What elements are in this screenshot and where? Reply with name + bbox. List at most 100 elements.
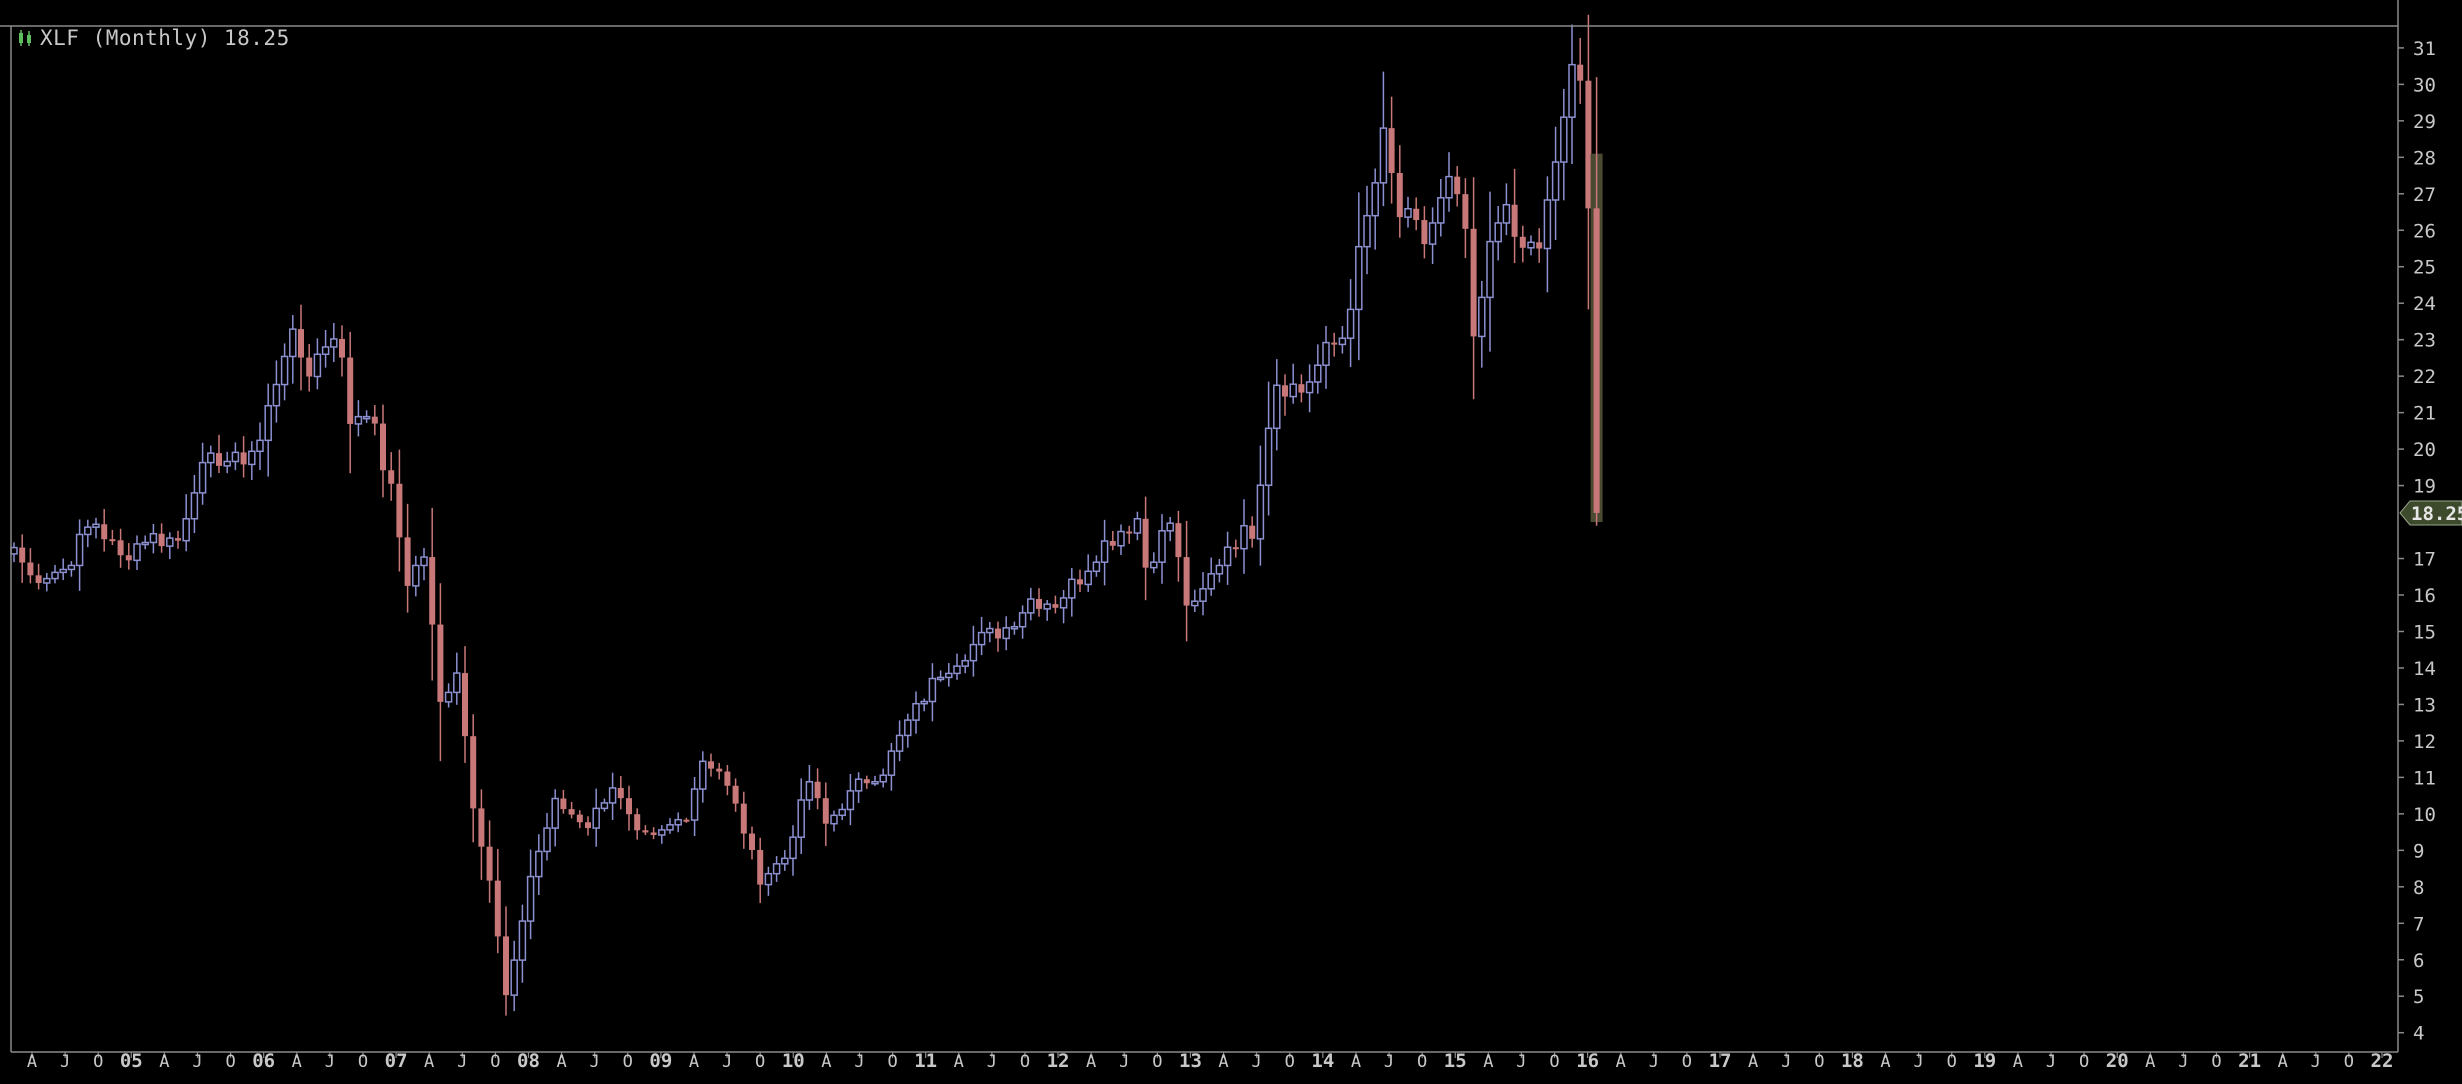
candle-body bbox=[1305, 381, 1314, 394]
candle-body bbox=[1036, 599, 1042, 609]
candle-body bbox=[871, 781, 879, 785]
candle bbox=[289, 315, 297, 384]
candle bbox=[216, 434, 222, 474]
candle-body bbox=[518, 920, 527, 961]
candle-body bbox=[420, 556, 428, 567]
x-tick-label: J bbox=[1119, 1052, 1129, 1072]
candle-body bbox=[674, 818, 682, 826]
candle bbox=[977, 616, 986, 656]
candle bbox=[887, 742, 896, 791]
candle bbox=[764, 866, 773, 896]
candle-body bbox=[1445, 175, 1453, 199]
candle bbox=[805, 764, 814, 810]
candle bbox=[986, 621, 994, 643]
candle bbox=[1511, 168, 1518, 264]
x-tick-label: 20 bbox=[2106, 1050, 2129, 1072]
candle bbox=[362, 410, 371, 424]
x-tick-label: 08 bbox=[517, 1050, 540, 1072]
candle-body bbox=[1511, 204, 1518, 237]
candle-body bbox=[51, 571, 59, 580]
candle-body bbox=[740, 803, 747, 834]
candle bbox=[822, 782, 829, 846]
candle bbox=[298, 304, 304, 391]
candle-body bbox=[347, 357, 354, 424]
x-tick-label: A bbox=[821, 1052, 831, 1072]
x-tick-label: 17 bbox=[1709, 1050, 1732, 1072]
candle-body bbox=[1371, 182, 1379, 217]
candle bbox=[1117, 524, 1125, 556]
candle-body bbox=[863, 779, 870, 784]
candle-body bbox=[503, 936, 509, 996]
y-tick-label: 4 bbox=[2413, 1023, 2424, 1045]
candle bbox=[256, 422, 264, 470]
candle-body bbox=[67, 564, 76, 571]
candle-body bbox=[592, 807, 600, 829]
candle bbox=[133, 535, 141, 571]
candle-body bbox=[1223, 546, 1232, 567]
candle-body bbox=[1331, 342, 1338, 345]
candle bbox=[453, 652, 461, 705]
candle-body bbox=[961, 659, 969, 667]
y-tick-label: 20 bbox=[2413, 439, 2436, 461]
candle-body bbox=[805, 781, 814, 801]
candle bbox=[1486, 191, 1494, 352]
candle bbox=[1551, 126, 1560, 240]
candle-body bbox=[272, 383, 281, 407]
candle-body bbox=[478, 808, 485, 847]
candle-body bbox=[732, 785, 739, 804]
candle-body bbox=[1175, 523, 1182, 558]
candle bbox=[1314, 344, 1322, 394]
candle-body bbox=[1519, 236, 1526, 248]
candle-body bbox=[1421, 220, 1428, 245]
candle-body bbox=[1068, 578, 1076, 599]
y-tick-label: 6 bbox=[2413, 950, 2424, 972]
candle bbox=[1388, 96, 1395, 204]
y-tick-label: 7 bbox=[2413, 913, 2424, 935]
candle-body bbox=[1249, 525, 1256, 539]
candle bbox=[666, 818, 674, 834]
x-tick-label: A bbox=[2145, 1052, 2155, 1072]
candle bbox=[420, 547, 428, 581]
candle-body bbox=[895, 734, 904, 752]
candle-body bbox=[59, 568, 67, 574]
candle bbox=[43, 572, 51, 592]
x-tick-label: O bbox=[1682, 1052, 1692, 1072]
candle bbox=[158, 523, 165, 553]
candle bbox=[101, 508, 108, 552]
candle-body bbox=[953, 665, 961, 675]
x-tick-label: 15 bbox=[1444, 1050, 1467, 1072]
candle-body bbox=[1010, 625, 1019, 630]
candle-body bbox=[412, 564, 420, 587]
x-tick-label: J bbox=[590, 1052, 600, 1072]
candle-body bbox=[1232, 547, 1239, 550]
candle bbox=[961, 654, 969, 674]
candle-body bbox=[1215, 564, 1224, 575]
candle-body bbox=[789, 836, 797, 860]
x-tick-label: O bbox=[358, 1052, 368, 1072]
candle-body bbox=[551, 797, 559, 829]
x-tick-label: A bbox=[1218, 1052, 1228, 1072]
candle-body bbox=[462, 673, 468, 737]
candle bbox=[272, 360, 281, 423]
candle-body bbox=[1289, 383, 1297, 398]
candle-body bbox=[724, 771, 731, 786]
candle-body bbox=[1109, 541, 1116, 546]
candle bbox=[969, 625, 978, 677]
candle-body bbox=[396, 483, 403, 538]
candle-body bbox=[84, 526, 92, 536]
candle bbox=[634, 808, 641, 840]
candle bbox=[1371, 168, 1379, 250]
x-tick-label: A bbox=[556, 1052, 566, 1072]
candle bbox=[568, 801, 575, 819]
candle-body bbox=[1379, 127, 1388, 184]
candle-body bbox=[887, 750, 896, 776]
candle-body bbox=[198, 461, 207, 494]
candle-body bbox=[716, 768, 723, 772]
candle-body bbox=[133, 543, 141, 562]
candle bbox=[1568, 24, 1576, 165]
chart-title-text: XLF (Monthly) 18.25 bbox=[40, 26, 290, 50]
candle bbox=[797, 778, 805, 855]
x-tick-label: O bbox=[1417, 1052, 1427, 1072]
candle-body bbox=[814, 781, 821, 799]
